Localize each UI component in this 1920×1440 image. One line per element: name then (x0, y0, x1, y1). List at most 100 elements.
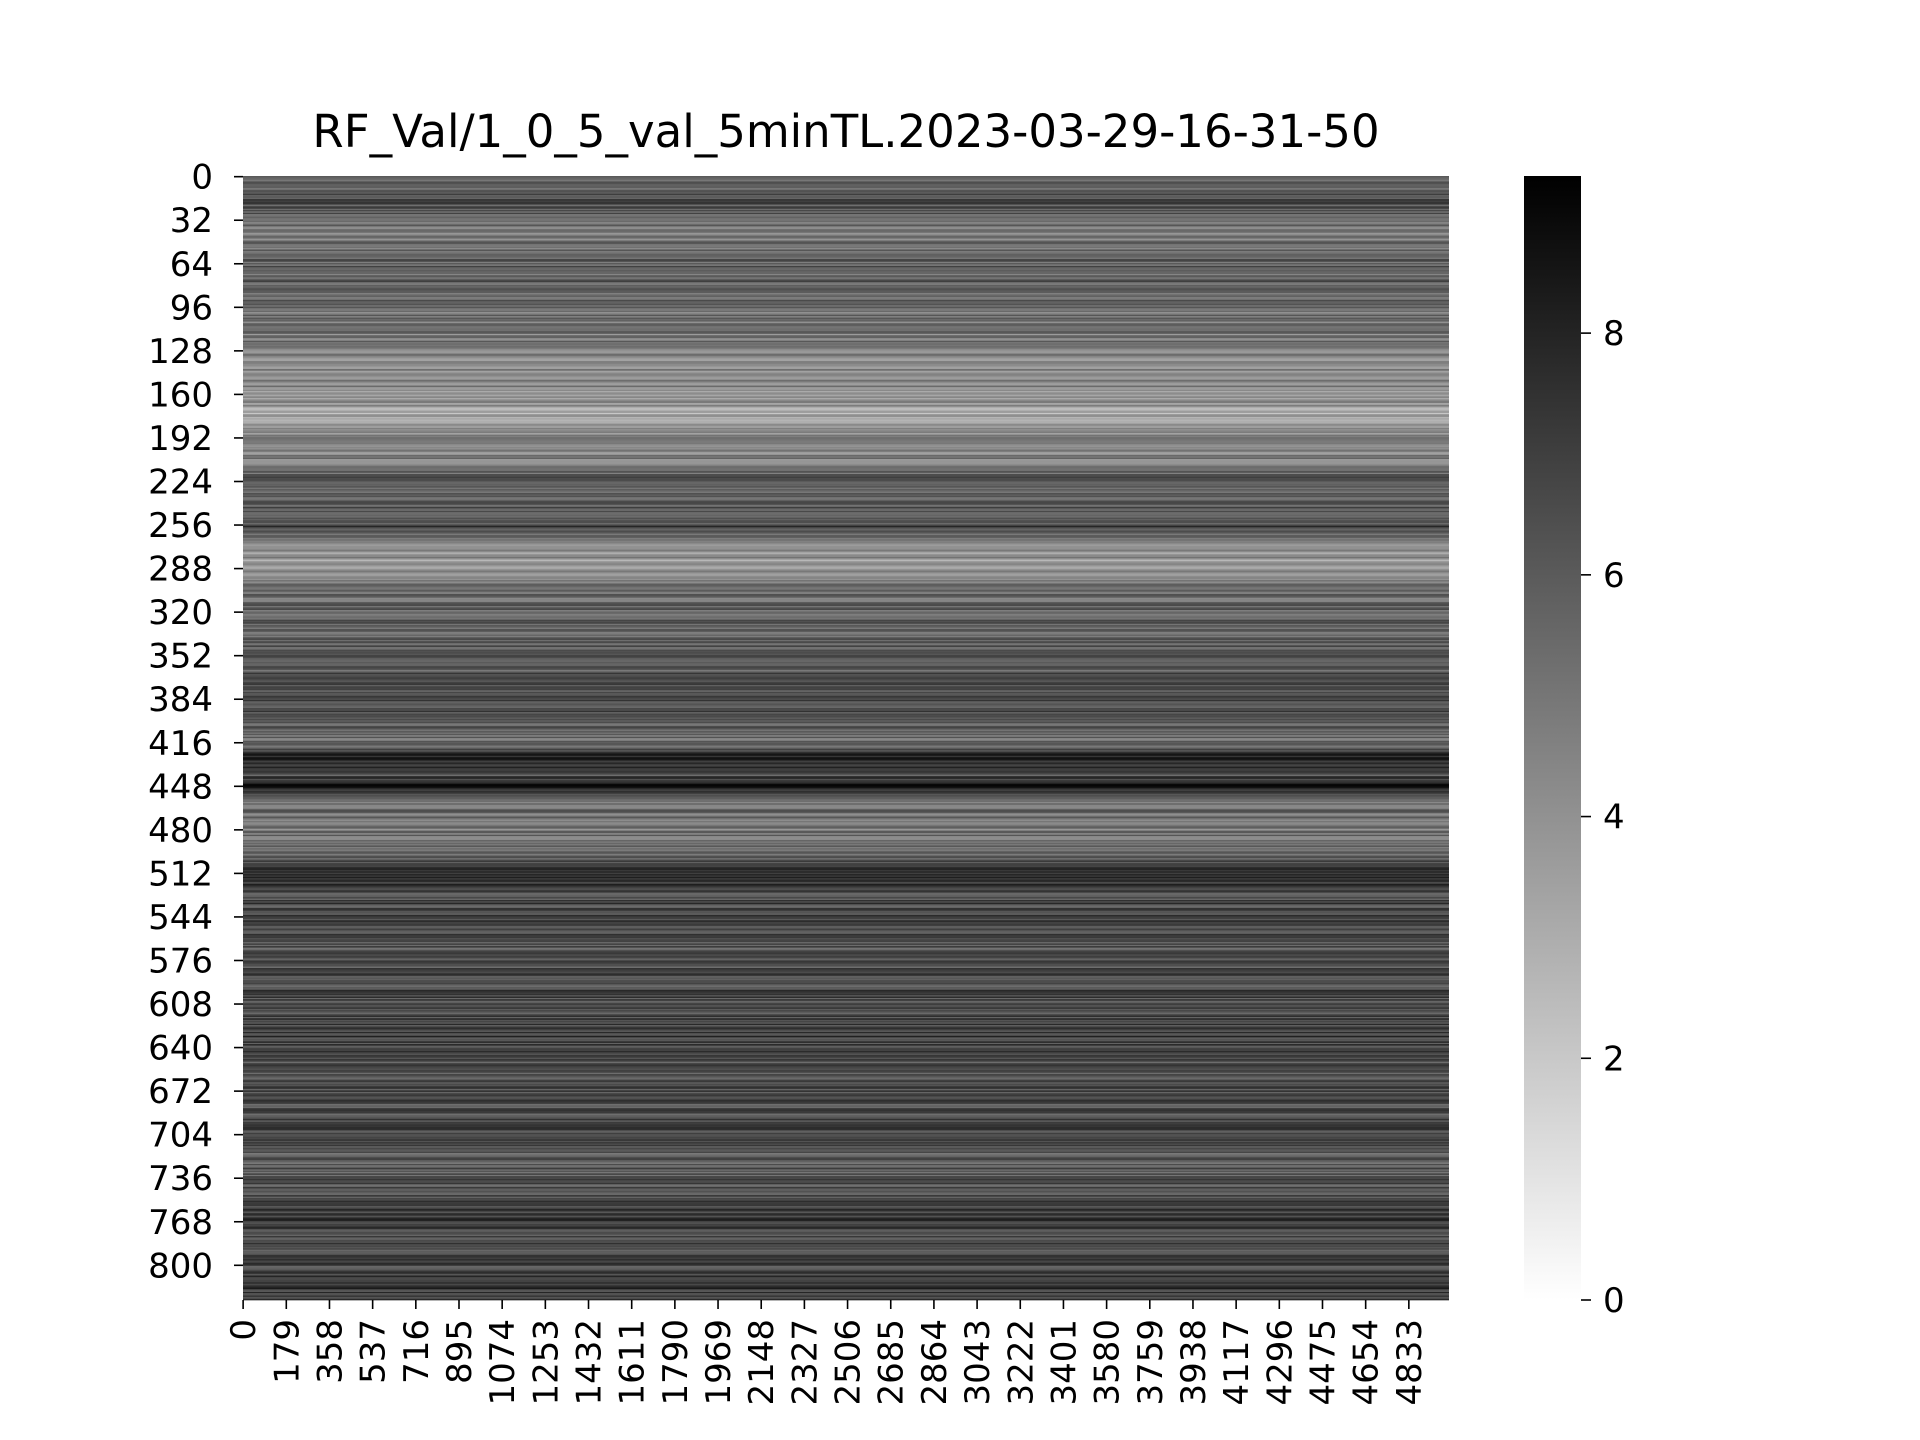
heatmap-row (243, 668, 1449, 671)
heatmap-row (243, 309, 1449, 312)
heatmap-row (243, 1276, 1449, 1279)
heatmap-row (243, 1215, 1449, 1218)
heatmap-row (243, 776, 1449, 778)
y-tick-label: 576 (148, 941, 213, 981)
heatmap-row (243, 713, 1449, 716)
heatmap-row (243, 642, 1449, 645)
heatmap-row (243, 430, 1449, 433)
heatmap-row (243, 184, 1449, 186)
heatmap-row (243, 789, 1449, 792)
heatmap-row (243, 1003, 1449, 1006)
heatmap-row (243, 234, 1449, 237)
heatmap-row (243, 904, 1449, 906)
heatmap-row (243, 268, 1449, 271)
heatmap-row (243, 1079, 1449, 1082)
heatmap-row (243, 842, 1449, 845)
heatmap-row (243, 978, 1449, 981)
heatmap-row (243, 675, 1449, 678)
heatmap-row (243, 1252, 1449, 1255)
x-tick-label: 179 (267, 1319, 307, 1384)
heatmap-row (243, 778, 1449, 781)
heatmap-row (243, 689, 1449, 691)
heatmap-row (243, 963, 1449, 966)
heatmap-row (243, 838, 1449, 841)
heatmap-row (243, 637, 1449, 640)
heatmap-row (243, 503, 1449, 506)
y-tick-label: 672 (148, 1072, 213, 1112)
heatmap-row (243, 705, 1449, 708)
heatmap-row (243, 645, 1449, 648)
heatmap-row (243, 1199, 1449, 1202)
heatmap-row (243, 1275, 1449, 1278)
heatmap-row (243, 371, 1449, 374)
heatmap-row (243, 850, 1449, 853)
heatmap-row (243, 1056, 1449, 1059)
heatmap-row (243, 1206, 1449, 1208)
y-tick-label: 160 (148, 375, 213, 415)
heatmap-row (243, 976, 1449, 978)
x-tick-label: 3759 (1131, 1319, 1171, 1406)
chart-title: RF_Val/1_0_5_val_5minTL.2023-03-29-16-31… (312, 105, 1379, 158)
heatmap-row (243, 948, 1449, 951)
heatmap-row (243, 627, 1449, 630)
heatmap-row (243, 224, 1449, 227)
heatmap-row (243, 618, 1449, 620)
heatmap-row (243, 1150, 1449, 1153)
heatmap-row (243, 644, 1449, 646)
heatmap-row (243, 701, 1449, 703)
heatmap-row (243, 344, 1449, 347)
heatmap-row (243, 883, 1449, 886)
heatmap-row (243, 416, 1449, 419)
heatmap-row (243, 471, 1449, 473)
heatmap-row (243, 1059, 1449, 1061)
heatmap-row (243, 754, 1449, 757)
heatmap-row (243, 724, 1449, 727)
heatmap-row (243, 197, 1449, 200)
heatmap-row (243, 1049, 1449, 1052)
heatmap-row (243, 324, 1449, 327)
heatmap-row (243, 392, 1449, 395)
heatmap-row (243, 1127, 1449, 1129)
heatmap-row (243, 1037, 1449, 1040)
heatmap-row (243, 929, 1449, 932)
heatmap-row (243, 465, 1449, 468)
heatmap-row (243, 935, 1449, 938)
heatmap-row (243, 982, 1449, 985)
heatmap-row (243, 510, 1449, 513)
heatmap-row (243, 1074, 1449, 1076)
heatmap-row (243, 1143, 1449, 1146)
x-tick-label: 2864 (915, 1319, 955, 1406)
heatmap-row (243, 554, 1449, 557)
heatmap-row (243, 537, 1449, 540)
heatmap-row (243, 563, 1449, 566)
heatmap-row (243, 1089, 1449, 1091)
heatmap-row (243, 654, 1449, 657)
heatmap-row (243, 589, 1449, 592)
heatmap-row (243, 532, 1449, 535)
y-tick-label: 352 (148, 637, 213, 677)
heatmap-row (243, 486, 1449, 488)
heatmap-row (243, 1135, 1449, 1138)
y-tick-label: 288 (148, 550, 213, 590)
heatmap-row (243, 1216, 1449, 1219)
heatmap-row (243, 951, 1449, 954)
heatmap-row (243, 1025, 1449, 1027)
heatmap-row (243, 588, 1449, 591)
y-tick-label: 704 (148, 1116, 213, 1156)
heatmap-row (243, 1227, 1449, 1230)
heatmap-row (243, 305, 1449, 307)
heatmap-row (243, 635, 1449, 638)
heatmap-row (243, 1094, 1449, 1097)
x-tick-label: 3401 (1044, 1319, 1084, 1406)
heatmap-row (243, 606, 1449, 608)
heatmap-row (243, 980, 1449, 982)
heatmap-row (243, 1197, 1449, 1200)
heatmap-row (243, 502, 1449, 505)
heatmap-row (243, 736, 1449, 739)
heatmap-row (243, 699, 1449, 702)
heatmap-row (243, 1223, 1449, 1226)
x-tick-label: 4654 (1347, 1319, 1387, 1406)
heatmap-row (243, 819, 1449, 822)
heatmap-row (243, 491, 1449, 494)
heatmap-row (243, 619, 1449, 622)
